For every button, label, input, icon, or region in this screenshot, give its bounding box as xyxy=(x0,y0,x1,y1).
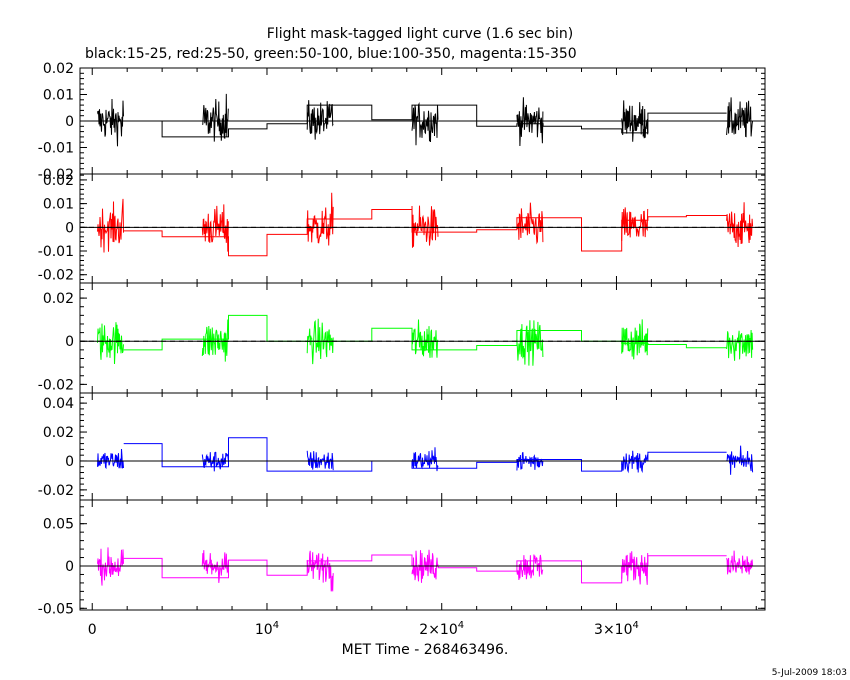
panel-frame xyxy=(79,499,766,611)
plot-area xyxy=(80,547,765,592)
data-segment xyxy=(306,100,334,140)
y-tick-label: 0 xyxy=(65,334,74,350)
data-segment xyxy=(621,207,649,241)
data-segment xyxy=(201,319,229,362)
binned-step-line xyxy=(123,104,727,138)
data-segment xyxy=(516,451,544,471)
data-segment xyxy=(306,550,334,592)
data-segment xyxy=(516,202,544,245)
y-tick-label: -0.02 xyxy=(38,377,74,393)
data-segment xyxy=(202,93,229,142)
y-tick-label: -0.01 xyxy=(38,244,74,260)
plot-area xyxy=(80,314,765,366)
data-segment xyxy=(726,550,754,575)
y-tick-label: 0.01 xyxy=(43,197,74,213)
panel-100-350: 0.04 0.02 0 -0.02 xyxy=(38,392,766,501)
data-segment xyxy=(201,204,229,252)
y-tick-label: 0.02 xyxy=(43,291,74,307)
data-segment xyxy=(621,551,649,585)
data-segment xyxy=(726,202,754,248)
data-segment xyxy=(621,100,649,142)
data-segment xyxy=(97,198,124,253)
y-tick-label: 0.05 xyxy=(43,517,74,533)
y-tick-label: -0.02 xyxy=(38,167,74,183)
y-tick-label: 0 xyxy=(65,220,74,236)
data-segment xyxy=(411,549,439,583)
data-segment xyxy=(306,450,334,471)
data-segment xyxy=(411,102,439,146)
panel-frame xyxy=(79,392,766,501)
data-segment xyxy=(411,319,439,358)
y-tick-label: 0.01 xyxy=(43,88,74,104)
panel-15-25: 0.02 0.01 0 -0.01 -0.02 xyxy=(38,61,766,183)
data-segment xyxy=(306,318,334,365)
panels: 0.020.010-0.01-0.020.020.010-0.01-0.020.… xyxy=(38,61,766,638)
plot-area xyxy=(80,437,765,475)
y-tick-label: -0.05 xyxy=(38,601,74,617)
data-segment xyxy=(201,451,229,472)
y-tick-label: 0 xyxy=(65,114,74,130)
data-segment xyxy=(726,445,754,475)
x-tick-label: 0 xyxy=(88,622,97,638)
data-segment xyxy=(97,98,124,147)
plot-area xyxy=(80,192,765,257)
y-tick-label: 0 xyxy=(65,559,74,575)
data-segment xyxy=(97,547,124,586)
data-segment xyxy=(201,550,229,583)
y-tick-label: 0.02 xyxy=(43,61,74,77)
panel-50-100: 0.02 0 -0.02 xyxy=(38,282,766,394)
data-segment xyxy=(97,448,124,470)
binned-step-line xyxy=(123,437,727,472)
data-segment xyxy=(621,319,649,360)
data-segment xyxy=(726,97,754,138)
chart-title: Flight mask-tagged light curve (1.6 sec … xyxy=(267,26,574,42)
y-tick-label: 0.02 xyxy=(43,425,74,441)
y-tick-label: 0 xyxy=(65,454,74,470)
data-segment xyxy=(726,329,754,361)
data-segment xyxy=(621,450,649,474)
x-tick-label: 2×104 xyxy=(419,620,464,638)
chart-subtitle: black:15-25, red:25-50, green:50-100, bl… xyxy=(85,46,577,62)
data-segment xyxy=(97,322,124,365)
data-segment xyxy=(306,192,334,246)
panel-15-350: 0.05 0 -0.05 xyxy=(38,499,766,617)
y-tick-label: 0.04 xyxy=(43,396,74,412)
plot-area xyxy=(80,93,765,147)
x-tick-label: 104 xyxy=(255,620,279,638)
panel-25-50: 0.02 0.01 0 -0.01 -0.02 xyxy=(38,173,766,284)
timestamp: 5-Jul-2009 18:03 xyxy=(772,668,847,678)
data-segment xyxy=(411,205,439,248)
data-segment xyxy=(411,447,439,472)
data-segment xyxy=(516,97,544,147)
y-tick-label: -0.02 xyxy=(38,483,74,499)
y-tick-label: 0.02 xyxy=(43,173,74,189)
x-tick-label: 3×104 xyxy=(594,620,639,638)
binned-step-line xyxy=(123,314,727,351)
data-segment xyxy=(516,554,544,581)
data-segment xyxy=(516,320,544,366)
y-tick-label: -0.01 xyxy=(38,141,74,157)
x-axis-label: MET Time - 268463496. xyxy=(342,642,509,658)
binned-step-line xyxy=(123,209,727,257)
y-tick-label: -0.02 xyxy=(38,268,74,284)
